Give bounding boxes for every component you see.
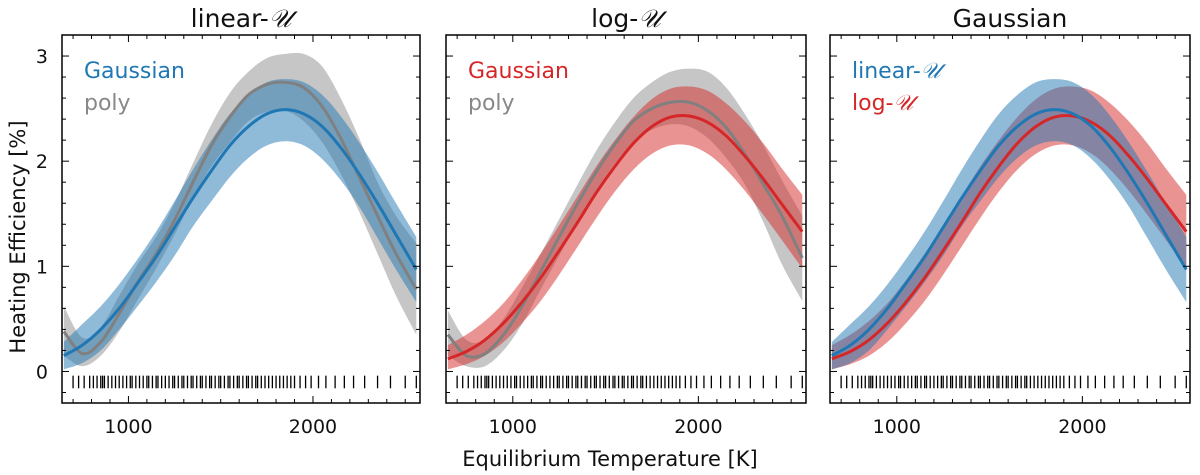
x-tick-label: 2000: [1058, 416, 1106, 438]
legend-text: poly: [468, 91, 515, 116]
y-axis-label: Heating Efficiency [%]: [6, 120, 30, 353]
line-gaussian: [63, 108, 418, 358]
panel-1: 1000 2000 0 1 2 3 linear-𝒰 Gaussian poly: [36, 4, 421, 438]
legend-text: Gaussian: [84, 59, 185, 84]
axes-frame: [829, 34, 1191, 404]
ticks: [446, 34, 806, 403]
legend-entry: poly: [84, 91, 131, 116]
legend-text: poly: [84, 91, 131, 116]
panel-2: 1000 2000 log-𝒰 Gaussian poly: [445, 4, 807, 438]
plot-area: [446, 68, 804, 370]
line-linear-u: [831, 108, 1188, 358]
y-tick-label: 0: [36, 361, 48, 383]
panel-title-math: 𝒰: [269, 4, 298, 33]
x-tick-label: 1000: [489, 416, 537, 438]
ticks: [830, 34, 1190, 403]
plot-area: [831, 79, 1188, 370]
y-tick-label: 2: [36, 151, 48, 173]
legend-entry: Gaussian: [84, 59, 185, 84]
rug-marks: [72, 375, 417, 389]
rug-marks: [456, 375, 803, 389]
band-linear-u: [831, 79, 1187, 370]
y-tick-label: 1: [36, 256, 48, 278]
plot-area: [62, 52, 418, 370]
legend-entry: linear-𝒰: [852, 59, 947, 84]
band-gaussian: [63, 79, 417, 370]
axes-frame: [445, 34, 807, 404]
panel-title: Gaussian: [953, 4, 1068, 33]
line-poly: [446, 99, 804, 359]
legend-entry: log-𝒰: [852, 91, 919, 116]
legend-math: 𝒰: [893, 91, 919, 116]
panel-title: log-𝒰: [591, 4, 667, 33]
y-tick-label: 3: [36, 46, 48, 68]
axes-frame: [61, 34, 421, 404]
line-gaussian: [447, 113, 804, 361]
panel-title-math: 𝒰: [638, 4, 667, 33]
ticks: [62, 34, 420, 403]
line-log-u: [831, 113, 1188, 361]
x-tick-label: 2000: [674, 416, 722, 438]
x-axis-label: Equilibrium Temperature [K]: [462, 447, 758, 471]
panel-title-text: linear-: [191, 4, 269, 33]
band-gaussian: [447, 86, 803, 370]
legend-math: 𝒰: [921, 59, 947, 84]
legend-text: linear-: [852, 59, 921, 84]
legend-text: Gaussian: [468, 59, 569, 84]
x-tick-label: 2000: [289, 416, 337, 438]
panel-title: linear-𝒰: [191, 4, 298, 33]
rug-marks: [840, 375, 1187, 389]
x-tick-label: 1000: [104, 416, 152, 438]
x-tick-label: 1000: [873, 416, 921, 438]
panel-title-text: log-: [591, 4, 638, 33]
legend-entry: poly: [468, 91, 515, 116]
legend-entry: Gaussian: [468, 59, 569, 84]
legend-text: log-: [852, 91, 893, 116]
panel-title-text: Gaussian: [953, 4, 1068, 33]
